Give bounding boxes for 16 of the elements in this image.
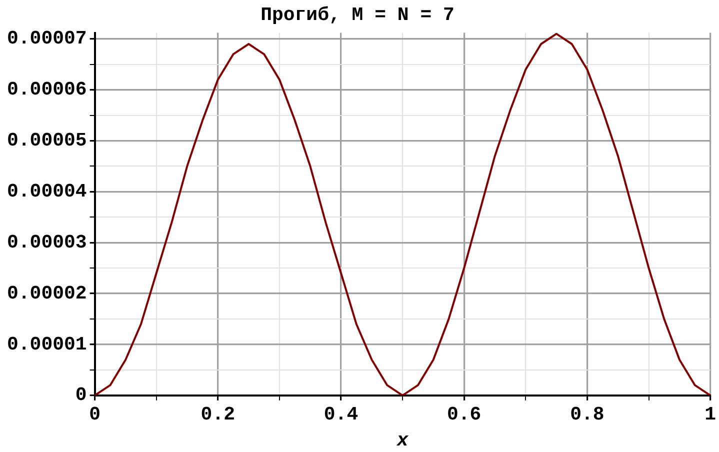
x-tick-label: 0.8 xyxy=(570,404,604,426)
x-tick-label: 0.6 xyxy=(446,404,482,426)
x-tick-label: 1 xyxy=(704,404,716,426)
x-tick-label: 0.2 xyxy=(200,404,236,426)
x-tick-label: 0.4 xyxy=(324,404,358,426)
x-tick-label: 0 xyxy=(89,404,101,426)
y-tick-label: 0.00005 xyxy=(6,130,87,152)
y-tick-label: 0.00007 xyxy=(6,28,87,50)
y-tick-label: 0 xyxy=(75,384,87,406)
x-axis-title: x xyxy=(396,429,409,452)
y-tick-label: 0.00004 xyxy=(6,180,87,202)
y-tick-label: 0.00003 xyxy=(6,231,87,254)
y-tick-label: 0.00002 xyxy=(6,282,87,304)
y-tick-label: 0.00006 xyxy=(6,78,87,101)
chart-title: Прогиб, M = N = 7 xyxy=(260,4,454,26)
y-tick-label: 0.00001 xyxy=(6,333,87,356)
